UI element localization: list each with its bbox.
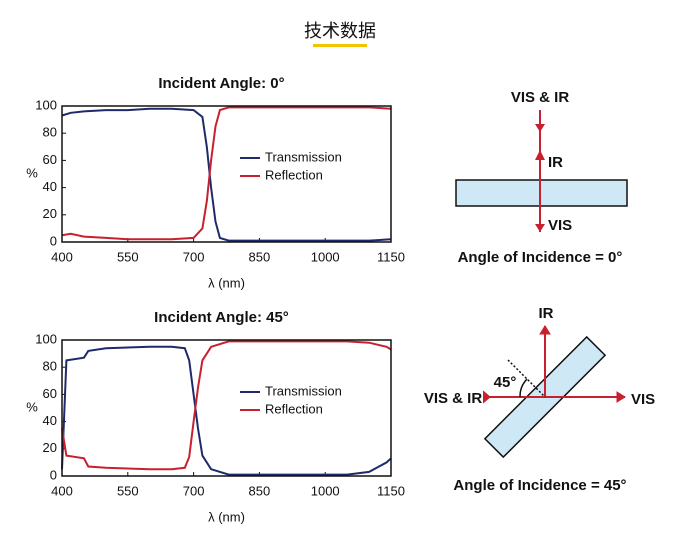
x-tick-label: 550 [117, 249, 139, 264]
x-axis-label: λ (nm) [208, 275, 245, 290]
x-tick-label: 850 [249, 249, 271, 264]
x-tick-label: 1150 [377, 483, 405, 498]
y-tick-label: 40 [43, 413, 57, 428]
plot-frame [61, 339, 392, 477]
y-tick-label: 80 [43, 359, 57, 374]
series-line [61, 106, 392, 241]
legend-label: Transmission [265, 149, 342, 164]
y-tick-label: 20 [43, 206, 57, 221]
y-tick-label: 100 [35, 331, 57, 346]
y-axis-label: % [26, 399, 38, 414]
reflected-label: IR [539, 305, 554, 322]
x-tick-label: 700 [183, 249, 205, 264]
caption: Angle of Incidence = 0° [458, 249, 623, 266]
transmitted-label: VIS [631, 391, 655, 408]
x-tick-label: 850 [249, 483, 271, 498]
x-tick-label: 400 [51, 483, 73, 498]
x-axis-label: λ (nm) [208, 509, 245, 524]
y-tick-label: 100 [35, 97, 57, 112]
y-tick-label: 0 [50, 233, 57, 248]
transmitted-label: VIS [548, 217, 572, 234]
y-axis-label: % [26, 165, 38, 180]
incoming-label: VIS & IR [511, 89, 570, 106]
series-line [61, 345, 392, 476]
series-line [61, 340, 392, 471]
legend-label: Reflection [265, 401, 323, 416]
angle-arc [519, 378, 528, 398]
x-tick-label: 1000 [311, 249, 340, 264]
normal [507, 359, 546, 398]
plot-frame [61, 105, 392, 243]
legend-label: Reflection [265, 167, 323, 182]
diagram-0: VIS & IR IR VIS Angle of Incidence = 0° [455, 89, 628, 266]
y-tick-label: 20 [43, 440, 57, 455]
diagram-1: IR 45° VIS & IR VIS Angle of Incidence =… [424, 305, 655, 494]
chart-title: Incident Angle: 45° [154, 309, 289, 326]
title-underline [313, 44, 367, 47]
chart-title: Incident Angle: 0° [158, 75, 284, 92]
y-tick-label: 60 [43, 152, 57, 167]
caption: Angle of Incidence = 45° [453, 477, 626, 494]
y-tick-label: 40 [43, 179, 57, 194]
reflected-label: IR [548, 154, 563, 171]
y-tick-label: 80 [43, 125, 57, 140]
incoming-label: VIS & IR [424, 390, 483, 407]
angle-label: 45° [494, 374, 517, 391]
arrowheads [482, 325, 626, 404]
x-tick-label: 550 [117, 483, 139, 498]
legend-label: Transmission [265, 383, 342, 398]
x-tick-label: 700 [183, 483, 205, 498]
y-tick-label: 60 [43, 386, 57, 401]
page-title: 技术数据 [304, 21, 376, 41]
x-tick-label: 400 [51, 249, 73, 264]
x-tick-label: 1000 [311, 483, 340, 498]
series-line [61, 107, 392, 242]
filter [455, 179, 628, 207]
y-tick-label: 0 [50, 467, 57, 482]
x-tick-label: 1150 [377, 249, 405, 264]
